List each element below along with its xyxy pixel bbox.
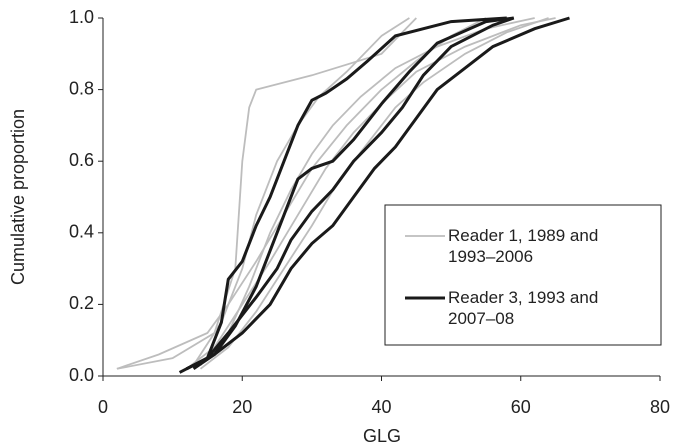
y-axis-title: Cumulative proportion [8,109,28,285]
series-line [192,17,410,366]
y-tick-label: 1.0 [69,7,94,27]
legend-box [384,204,662,346]
series-line [185,16,507,371]
legend-label: Reader 1, 1989 and 1993–2006 [448,226,599,266]
y-tick-label: 0.4 [69,222,94,242]
x-tick-label: 60 [511,397,531,417]
x-tick-label: 80 [650,397,670,417]
legend-label: Reader 3, 1993 and 2007–08 [448,288,599,328]
x-tick-label: 0 [98,397,108,417]
series-line [185,16,570,371]
y-tick-label: 0.2 [69,293,94,313]
series-line [178,16,515,374]
x-axis-title: GLG [363,426,401,446]
y-tick-label: 0.8 [69,78,94,98]
x-tick-label: 20 [232,397,252,417]
series-line [116,17,417,370]
x-tick-label: 40 [371,397,391,417]
y-tick-label: 0.0 [69,365,94,385]
series-line [199,17,535,366]
y-tick-label: 0.6 [69,150,94,170]
